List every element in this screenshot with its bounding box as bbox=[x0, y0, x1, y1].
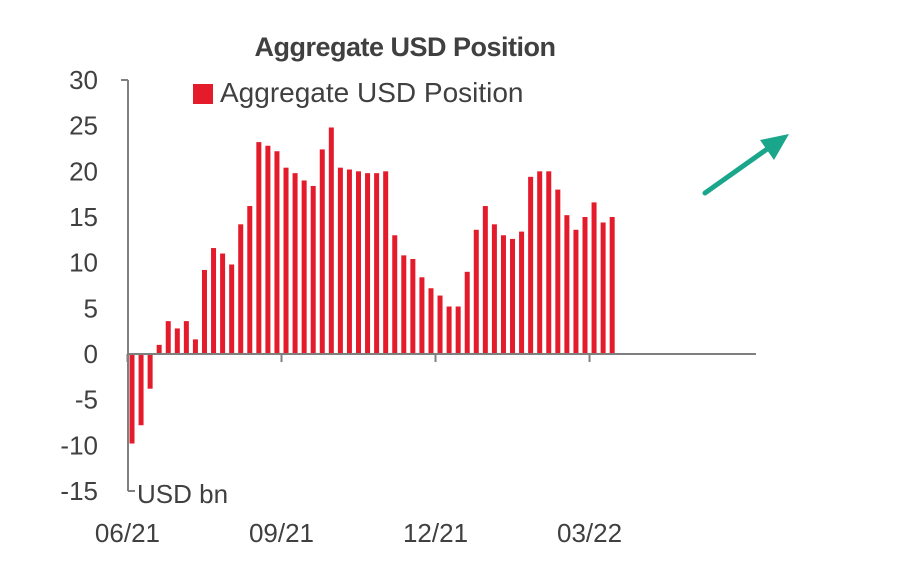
legend: Aggregate USD Position bbox=[193, 77, 524, 108]
y-tick-label: -5 bbox=[75, 385, 98, 415]
bars bbox=[129, 127, 615, 444]
bar bbox=[365, 173, 371, 354]
bar bbox=[238, 224, 244, 354]
bar bbox=[346, 169, 352, 354]
bar bbox=[229, 264, 235, 354]
bar bbox=[528, 176, 534, 354]
bar bbox=[201, 269, 207, 354]
bar bbox=[428, 288, 434, 354]
bar bbox=[129, 354, 135, 444]
trend-arrow-icon bbox=[702, 134, 789, 196]
bar bbox=[283, 167, 289, 354]
bar bbox=[491, 224, 497, 354]
bar bbox=[292, 173, 298, 354]
trend-arrow-head bbox=[760, 134, 789, 160]
bar bbox=[328, 127, 334, 355]
bar bbox=[410, 259, 416, 354]
bar bbox=[301, 180, 307, 354]
bar bbox=[165, 321, 171, 354]
bar bbox=[591, 202, 597, 354]
bar bbox=[147, 354, 153, 389]
bar bbox=[446, 306, 452, 354]
bar bbox=[183, 321, 189, 354]
bar bbox=[310, 185, 316, 354]
bar bbox=[374, 173, 380, 354]
bar bbox=[419, 277, 425, 354]
legend-swatch bbox=[193, 84, 213, 104]
unit-label: USD bn bbox=[137, 479, 228, 509]
bar bbox=[437, 295, 443, 354]
bar bbox=[455, 306, 461, 354]
y-tick-label: 30 bbox=[69, 65, 98, 95]
bar bbox=[247, 206, 253, 354]
bar bbox=[582, 217, 588, 354]
y-tick-label: 25 bbox=[69, 111, 98, 141]
x-axis: 06/21 09/21 12/21 03/22 bbox=[95, 353, 756, 548]
bar bbox=[356, 171, 361, 354]
bar bbox=[192, 339, 198, 354]
x-tick-label: 03/22 bbox=[557, 518, 622, 548]
bar bbox=[482, 206, 488, 354]
y-tick-label: 15 bbox=[69, 202, 98, 232]
bar bbox=[319, 149, 325, 354]
bar bbox=[256, 142, 262, 354]
x-tick-label: 09/21 bbox=[249, 518, 314, 548]
y-tick-label: 0 bbox=[84, 339, 98, 369]
bar bbox=[537, 171, 543, 354]
bar bbox=[500, 235, 506, 354]
bar bbox=[337, 167, 343, 354]
bar bbox=[392, 235, 398, 354]
bar bbox=[383, 171, 389, 354]
bar bbox=[609, 217, 615, 354]
y-axis: 30 25 20 15 10 5 0 -5 -10 -15 bbox=[60, 65, 135, 506]
bar bbox=[265, 145, 271, 354]
bar bbox=[464, 271, 470, 354]
bar bbox=[573, 229, 579, 354]
bar bbox=[600, 222, 606, 354]
bar bbox=[519, 231, 525, 354]
bar bbox=[220, 253, 226, 354]
y-tick-label: 5 bbox=[84, 293, 98, 323]
bar bbox=[211, 248, 217, 354]
chart-title: Aggregate USD Position bbox=[254, 32, 555, 62]
y-tick-label: 10 bbox=[69, 248, 98, 278]
y-tick-label: -10 bbox=[60, 430, 98, 460]
bar bbox=[564, 215, 570, 354]
bar bbox=[274, 151, 280, 354]
trend-arrow-shaft bbox=[702, 144, 773, 196]
y-tick-label: -15 bbox=[60, 476, 98, 506]
y-tick-label: 20 bbox=[69, 156, 98, 186]
x-tick-label: 06/21 bbox=[95, 518, 160, 548]
bar bbox=[546, 171, 552, 354]
bar bbox=[510, 238, 516, 354]
bar bbox=[174, 328, 180, 354]
bar bbox=[555, 189, 561, 354]
legend-label: Aggregate USD Position bbox=[220, 77, 524, 108]
x-tick-label: 12/21 bbox=[403, 518, 468, 548]
bar bbox=[156, 344, 162, 354]
bar bbox=[138, 354, 144, 426]
bar bbox=[401, 255, 407, 354]
bar bbox=[473, 229, 479, 354]
